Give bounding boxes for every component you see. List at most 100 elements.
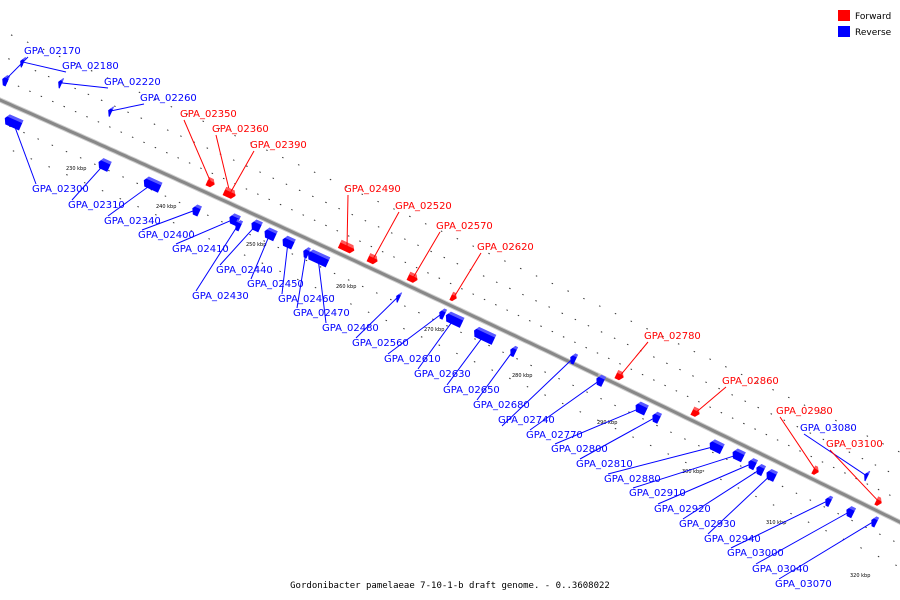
gene-gpa-02810 — [652, 410, 662, 424]
gene-leader-line — [229, 150, 255, 194]
gene-gpa-02860 — [690, 406, 702, 417]
scale-label: 290 kbp — [597, 420, 617, 426]
gene-label: GPA_02340 — [104, 216, 161, 227]
gene-gpa-02350 — [205, 177, 217, 188]
gene-leader-line — [501, 358, 574, 427]
scale-label: 250 kbp — [246, 242, 266, 248]
gene-highlight — [876, 496, 884, 502]
gene-leader-line — [372, 211, 400, 260]
gene-highlight — [749, 456, 759, 463]
gene-highlight — [193, 203, 202, 210]
gene-highlight — [265, 226, 278, 234]
gene-leader-line — [453, 252, 482, 298]
gene-arrow — [308, 249, 331, 268]
gene-leader-line — [657, 463, 753, 505]
gene-gpa-02260 — [108, 105, 115, 117]
gene-label: GPA_02920 — [654, 504, 711, 515]
gene-gpa-02340 — [143, 175, 163, 193]
gene-arrow — [732, 448, 746, 463]
gene-leader-line — [778, 520, 875, 580]
feature-track-4 — [0, 121, 900, 545]
legend-swatch-forward — [838, 10, 850, 21]
legend-swatch-reverse — [838, 26, 850, 37]
gene-label: GPA_02770 — [526, 430, 583, 441]
gene-label: GPA_02360 — [212, 124, 269, 135]
gene-leader-line — [632, 454, 739, 489]
gene-leader-line — [476, 350, 514, 401]
gene-gpa-02930 — [756, 462, 767, 477]
gene-label: GPA_03100 — [826, 439, 883, 450]
gene-gpa-03080 — [864, 469, 871, 482]
gene-arrow — [871, 516, 880, 528]
gene-gpa-02650 — [474, 325, 497, 345]
gene-leader-line — [829, 449, 880, 503]
gene-leader-line — [250, 233, 271, 280]
gene-highlight — [847, 504, 857, 512]
gene-arrow — [449, 291, 457, 302]
gene-highlight — [5, 113, 24, 124]
gene-label: GPA_02170 — [24, 46, 81, 57]
legend-label-reverse: Reverse — [855, 28, 892, 38]
legend-label-forward: Forward — [855, 12, 891, 22]
gene-leader-line — [554, 407, 642, 445]
gene-gpa-02400 — [192, 203, 202, 217]
gene-gpa-02910 — [732, 447, 746, 463]
gene-label: GPA_02860 — [722, 376, 779, 387]
gene-label: GPA_02800 — [551, 444, 608, 455]
gene-label: GPA_02350 — [180, 109, 237, 120]
gene-arrow — [205, 177, 215, 188]
gene-leader-line — [417, 318, 455, 370]
gene-leader-line — [579, 416, 657, 460]
gene-highlight — [340, 239, 357, 250]
gene-label: GPA_02940 — [704, 534, 761, 545]
gene-leader-line — [387, 313, 443, 355]
gene-highlight — [230, 212, 241, 219]
gene-leader-line — [695, 386, 727, 413]
gene-arrow — [445, 311, 465, 328]
gene-label: GPA_02400 — [138, 230, 195, 241]
gene-label: GPA_02390 — [250, 140, 307, 151]
gene-leader-line — [619, 341, 649, 377]
gene-highlight — [767, 467, 778, 475]
backbone — [0, 98, 900, 524]
gene-highlight — [207, 177, 217, 184]
gene-leader-line — [59, 82, 109, 89]
gene-leader-line — [730, 500, 829, 549]
gene-arrow — [635, 401, 649, 416]
gene-arrow — [2, 75, 10, 87]
gene-arrow — [396, 292, 403, 303]
feature-track-2 — [0, 54, 900, 478]
gene-highlight — [446, 310, 465, 321]
gene-leader-line — [107, 183, 153, 217]
gene-highlight — [475, 325, 497, 338]
gene-highlight — [872, 515, 880, 521]
gene-label: GPA_02810 — [576, 459, 633, 470]
gene-label: GPA_02480 — [322, 323, 379, 334]
gene-leader-line — [346, 194, 349, 248]
gene-highlight — [236, 218, 244, 225]
gene-highlight — [283, 234, 296, 243]
scale-label: 260 kbp — [336, 284, 356, 290]
gene-leader-line — [281, 241, 289, 295]
gene-highlight — [813, 465, 821, 471]
scale-label: 280 kbp — [512, 373, 532, 379]
gene-label: GPA_03080 — [800, 423, 857, 434]
gene-arrow — [570, 353, 579, 365]
gene-gpa-02490 — [337, 239, 357, 254]
gene-highlight — [3, 73, 10, 80]
gene-arrow — [143, 176, 163, 193]
gene-arrow — [766, 468, 778, 482]
gene-label: GPA_02430 — [192, 291, 249, 302]
gene-label: GPA_02780 — [644, 331, 701, 342]
gene-arrow — [652, 411, 662, 424]
gene-label: GPA_02650 — [443, 385, 500, 396]
gene-leader-line — [141, 209, 197, 231]
gene-label: GPA_02460 — [278, 294, 335, 305]
gene-highlight — [757, 462, 767, 469]
gene-label: GPA_03000 — [727, 548, 784, 559]
gene-highlight — [144, 175, 163, 186]
scale-label: 270 kbp — [424, 327, 444, 333]
scale-label: 230 kbp — [66, 166, 86, 172]
